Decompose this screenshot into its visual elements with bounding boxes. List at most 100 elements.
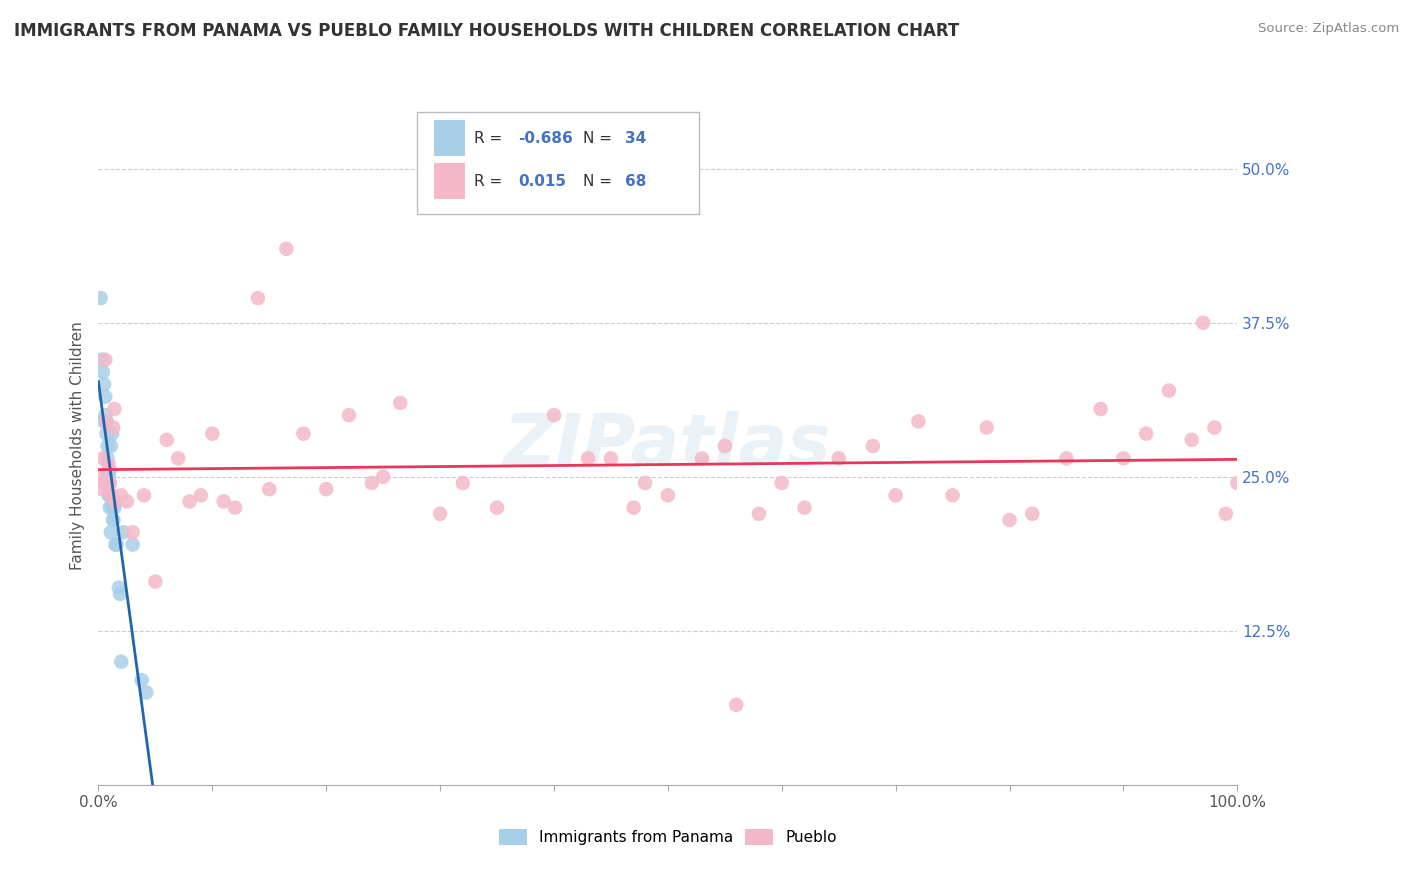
Point — [167, 451, 190, 466]
Point — [429, 507, 451, 521]
Point — [131, 673, 153, 688]
Point — [1181, 433, 1204, 447]
Point — [1157, 384, 1180, 398]
Point — [246, 291, 269, 305]
Point — [145, 574, 167, 589]
Point — [104, 538, 127, 552]
Point — [135, 685, 157, 699]
Point — [942, 488, 965, 502]
Point — [96, 475, 118, 490]
Point — [98, 488, 121, 502]
Point — [224, 500, 246, 515]
Point — [91, 365, 114, 379]
Point — [98, 500, 121, 515]
Point — [690, 451, 713, 466]
Point — [101, 500, 124, 515]
Text: R =: R = — [474, 174, 506, 188]
Point — [337, 408, 360, 422]
Point — [156, 433, 179, 447]
Legend: Immigrants from Panama, Pueblo: Immigrants from Panama, Pueblo — [499, 830, 837, 845]
Text: ZIPatlas: ZIPatlas — [505, 411, 831, 481]
Point — [90, 352, 112, 367]
Point — [1112, 451, 1135, 466]
Point — [634, 475, 657, 490]
Point — [714, 439, 737, 453]
Point — [94, 352, 117, 367]
Point — [371, 470, 394, 484]
Point — [101, 426, 124, 441]
Point — [725, 698, 748, 712]
Point — [97, 458, 120, 472]
Point — [190, 488, 212, 502]
Point — [884, 488, 907, 502]
Point — [91, 451, 114, 466]
Text: 68: 68 — [626, 174, 647, 188]
Text: Source: ZipAtlas.com: Source: ZipAtlas.com — [1258, 22, 1399, 36]
Point — [121, 525, 143, 540]
Point — [98, 464, 121, 478]
Point — [132, 488, 155, 502]
Point — [98, 475, 121, 490]
Text: -0.686: -0.686 — [519, 131, 574, 145]
Point — [201, 426, 224, 441]
Point — [1204, 420, 1226, 434]
Point — [105, 538, 128, 552]
Point — [770, 475, 793, 490]
Point — [103, 402, 125, 417]
Point — [389, 396, 412, 410]
Point — [90, 482, 112, 496]
Point — [1021, 507, 1043, 521]
Point — [96, 426, 118, 441]
Point — [108, 587, 131, 601]
Point — [862, 439, 884, 453]
Text: N =: N = — [583, 174, 617, 188]
Point — [623, 500, 645, 515]
Point — [94, 408, 117, 422]
Point — [1090, 402, 1112, 417]
Point — [451, 475, 474, 490]
Text: 0.015: 0.015 — [519, 174, 567, 188]
Point — [96, 439, 118, 453]
Point — [748, 507, 770, 521]
Point — [103, 420, 125, 434]
Point — [657, 488, 679, 502]
Point — [100, 525, 122, 540]
Point — [103, 513, 125, 527]
Point — [998, 513, 1021, 527]
Point — [108, 581, 131, 595]
Point — [907, 414, 929, 428]
Point — [1054, 451, 1078, 466]
Text: 34: 34 — [626, 131, 647, 145]
Point — [96, 451, 118, 466]
Point — [110, 488, 132, 502]
Text: N =: N = — [583, 131, 617, 145]
Point — [1215, 507, 1237, 521]
Point — [93, 475, 115, 490]
Point — [97, 488, 120, 502]
Point — [1226, 475, 1249, 490]
Point — [276, 242, 298, 256]
Point — [259, 482, 281, 496]
Point — [115, 494, 138, 508]
Point — [212, 494, 235, 508]
Point — [1135, 426, 1157, 441]
Point — [103, 500, 125, 515]
Point — [486, 500, 509, 515]
Point — [98, 475, 121, 490]
Point — [600, 451, 623, 466]
Point — [104, 494, 127, 508]
Point — [1192, 316, 1215, 330]
Point — [292, 426, 315, 441]
Point — [110, 655, 132, 669]
Point — [360, 475, 382, 490]
Point — [96, 414, 118, 428]
Point — [121, 538, 143, 552]
Point — [96, 414, 118, 428]
Point — [543, 408, 565, 422]
Point — [793, 500, 815, 515]
Point — [94, 390, 117, 404]
Point — [828, 451, 851, 466]
Point — [315, 482, 337, 496]
Text: IMMIGRANTS FROM PANAMA VS PUEBLO FAMILY HOUSEHOLDS WITH CHILDREN CORRELATION CHA: IMMIGRANTS FROM PANAMA VS PUEBLO FAMILY … — [14, 22, 959, 40]
Y-axis label: Family Households with Children: Family Households with Children — [69, 322, 84, 570]
